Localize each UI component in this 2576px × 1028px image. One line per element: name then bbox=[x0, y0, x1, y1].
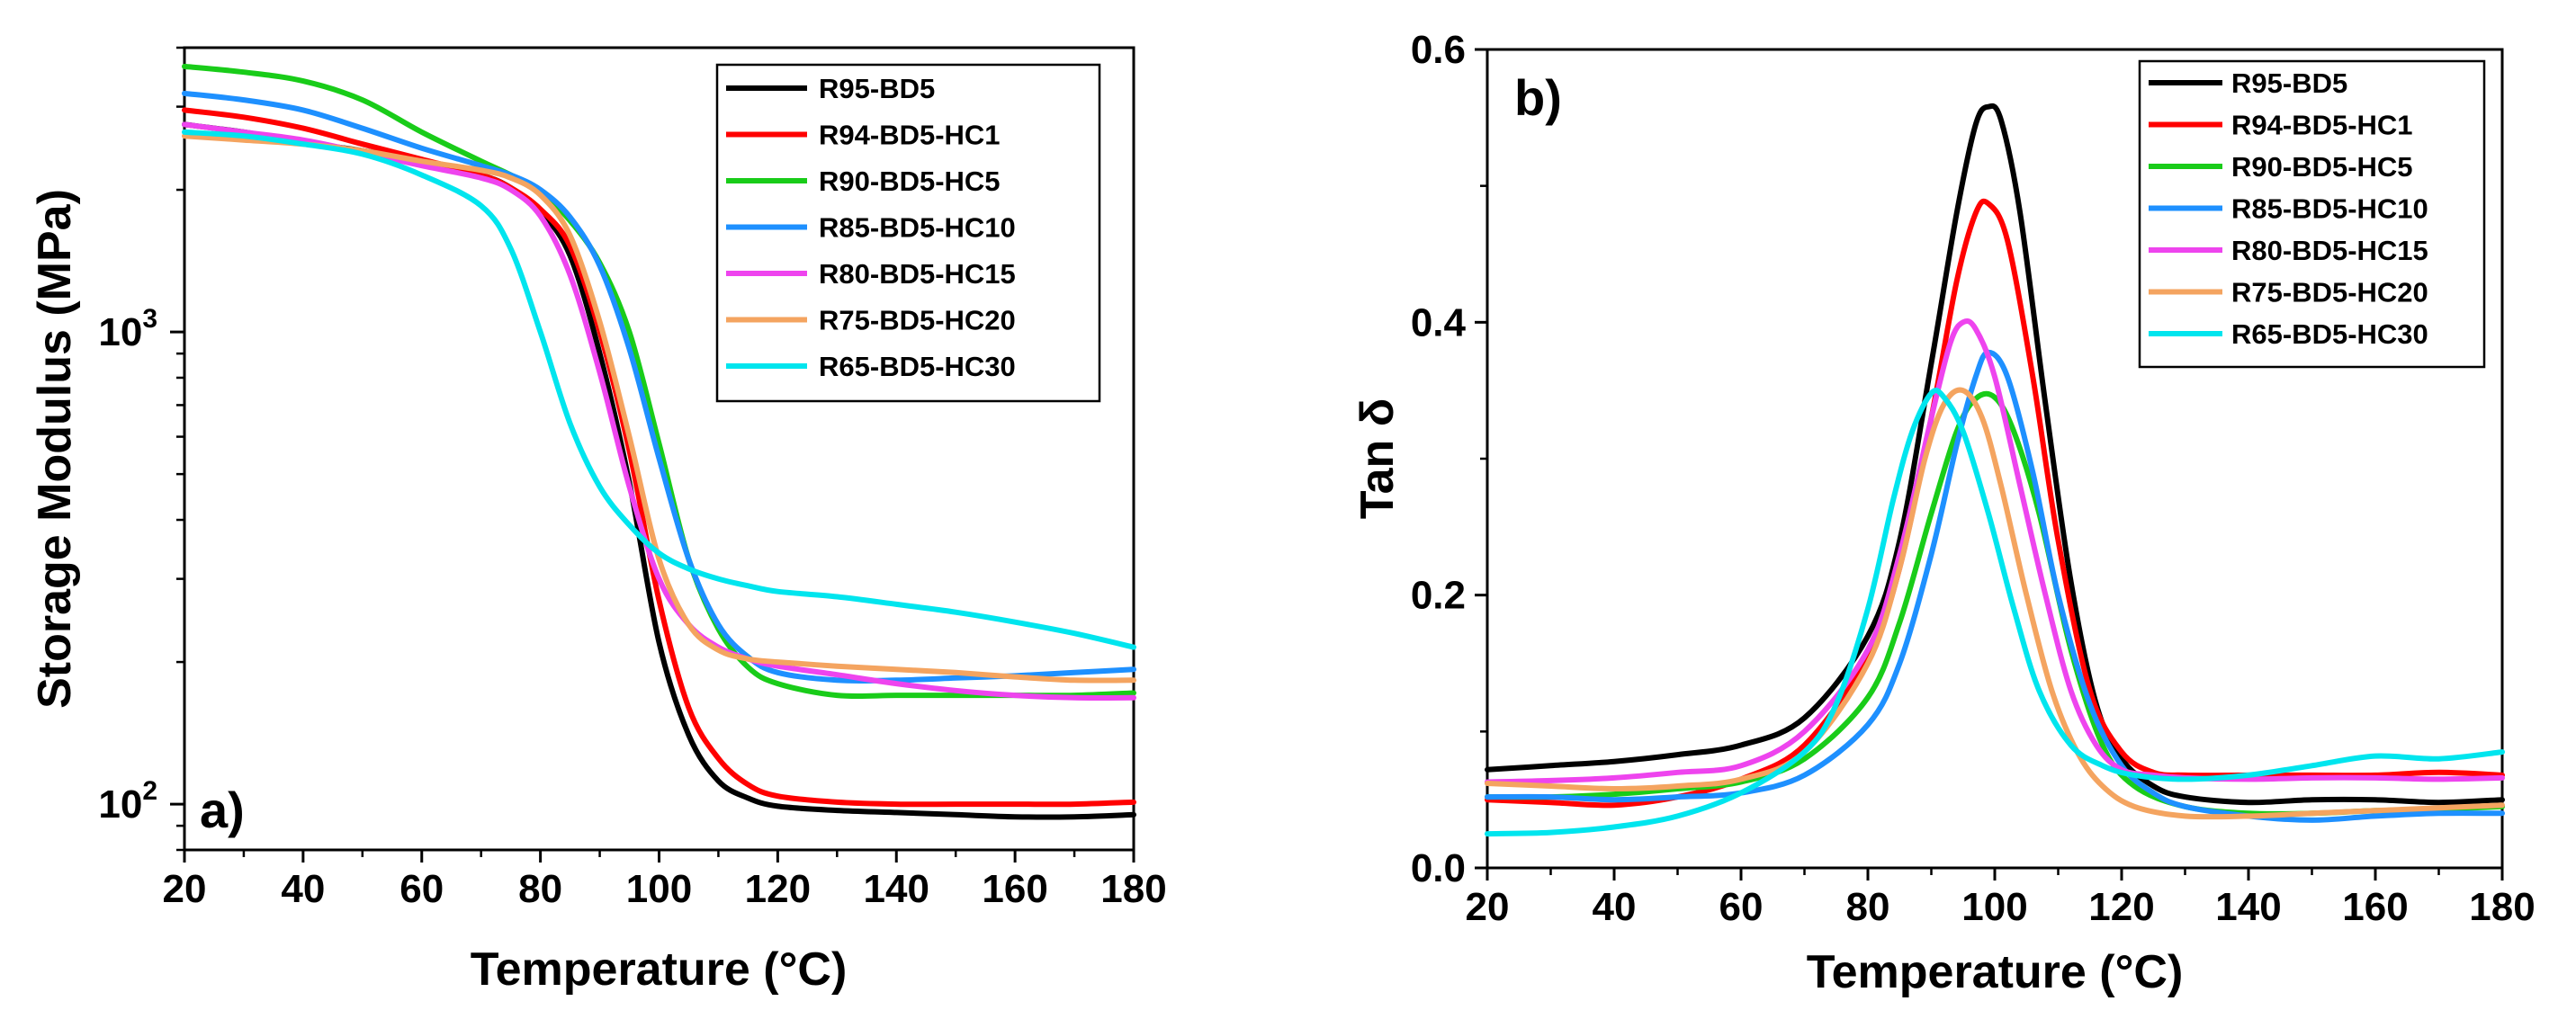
panel-a-series-r80-bd5-hc15 bbox=[182, 121, 1136, 702]
panel-a-x-ticks: 20 40 60 80 100 120 140 160 180 bbox=[163, 850, 1167, 911]
panel-b-series-lines bbox=[1485, 103, 2505, 837]
panel-a-series-r65-bd5-hc30 bbox=[182, 129, 1136, 650]
panel-b-x-tick-label: 180 bbox=[2469, 885, 2535, 929]
panel-a-x-tick-label: 100 bbox=[626, 867, 692, 911]
panel-a-series-r85-bd5-hc10 bbox=[182, 90, 1136, 684]
panel-b-tan-delta: 20 40 60 80 100 120 140 160 180 0.00.20.40.6 b) … bbox=[1351, 28, 2536, 998]
panel-b-label: b) bbox=[1514, 69, 1562, 126]
panel-b-legend-label-r65-bd5-hc30: R65-BD5-HC30 bbox=[2231, 318, 2428, 350]
panel-b-x-tick-label: 120 bbox=[2088, 885, 2154, 929]
panel-b-x-tick-label: 100 bbox=[1961, 885, 2027, 929]
panel-b-y-ticks: 0.0 0.2 0.4 0.6 bbox=[1411, 28, 1487, 890]
panel-a-series-r90-bd5-hc5 bbox=[182, 63, 1136, 700]
panel-b-legend-label-r85-bd5-hc10: R85-BD5-HC10 bbox=[2231, 193, 2428, 225]
panel-a-x-tick-label: 140 bbox=[864, 867, 929, 911]
panel-a-series-lines bbox=[182, 63, 1136, 820]
panel-b-x-ticks: 20 40 60 80 100 120 140 160 180 bbox=[1466, 868, 2536, 929]
panel-a-label: a) bbox=[200, 782, 245, 838]
panel-b-legend-label-r80-bd5-hc15: R80-BD5-HC15 bbox=[2231, 235, 2428, 266]
panel-a-series-r75-bd5-hc20 bbox=[182, 133, 1136, 684]
panel-a-y-axis-title: Storage Modulus (MPa) bbox=[29, 189, 81, 709]
panel-a-x-tick-label: 80 bbox=[518, 867, 562, 911]
panel-b-y-tick-label: 0.0 bbox=[1411, 846, 1466, 890]
panel-b-x-axis-title: Temperature (°C) bbox=[1807, 946, 2184, 998]
panel-a-y-ticks: 102 103 bbox=[98, 46, 184, 852]
panel-b-series-r65-bd5-hc30 bbox=[1485, 388, 2505, 837]
panel-b-x-tick-label: 60 bbox=[1719, 885, 1764, 929]
panel-a-x-tick-label: 180 bbox=[1100, 867, 1166, 911]
panel-b-x-tick-label: 160 bbox=[2342, 885, 2408, 929]
panel-b-x-tick-label: 140 bbox=[2215, 885, 2281, 929]
panel-a-storage-modulus: 20 40 60 80 100 120 140 160 180 102 103 a) Temper… bbox=[29, 46, 1167, 996]
panel-b-series-r80-bd5-hc15 bbox=[1485, 317, 2505, 785]
panel-a-legend-label-r90-bd5-hc5: R90-BD5-HC5 bbox=[819, 165, 1001, 197]
panel-b-series-r75-bd5-hc20 bbox=[1485, 387, 2505, 820]
panel-b-y-axis-title: Tan δ bbox=[1351, 398, 1404, 520]
panel-b-series-r85-bd5-hc10 bbox=[1485, 349, 2505, 823]
panel-b-y-tick-label: 0.4 bbox=[1411, 300, 1467, 344]
panel-b-legend-label-r90-bd5-hc5: R90-BD5-HC5 bbox=[2231, 151, 2413, 183]
panel-a-x-tick-label: 20 bbox=[163, 867, 207, 911]
panel-a-y-tick-label: 103 bbox=[98, 304, 157, 354]
panel-b-x-tick-label: 40 bbox=[1593, 885, 1637, 929]
panel-a-legend-label-r95-bd5: R95-BD5 bbox=[819, 73, 935, 104]
panel-a-legend-label-r65-bd5-hc30: R65-BD5-HC30 bbox=[819, 351, 1016, 382]
panel-b-x-tick-label: 80 bbox=[1846, 885, 1890, 929]
panel-a-legend: R95-BD5 R94-BD5-HC1 R90-BD5-HC5 R85-BD5-HC1… bbox=[715, 63, 1101, 403]
panel-b-legend: R95-BD5 R94-BD5-HC1 R90-BD5-HC5 R85-BD5-HC1… bbox=[2138, 59, 2486, 369]
panel-b-y-tick-label: 0.2 bbox=[1411, 574, 1466, 618]
panel-a-y-tick-label: 102 bbox=[98, 776, 157, 827]
panel-b-legend-label-r95-bd5: R95-BD5 bbox=[2231, 67, 2347, 99]
panel-a-legend-box bbox=[715, 63, 1101, 403]
panel-a-legend-label-r80-bd5-hc15: R80-BD5-HC15 bbox=[819, 258, 1016, 290]
panel-a-x-tick-label: 40 bbox=[281, 867, 325, 911]
panel-b-legend-box bbox=[2138, 59, 2486, 369]
panel-b-legend-label-r75-bd5-hc20: R75-BD5-HC20 bbox=[2231, 277, 2428, 308]
panel-a-legend-label-r75-bd5-hc20: R75-BD5-HC20 bbox=[819, 305, 1016, 336]
panel-a-x-tick-label: 60 bbox=[399, 867, 444, 911]
panel-b-x-tick-label: 20 bbox=[1466, 885, 1510, 929]
panel-b-series-r95-bd5 bbox=[1485, 103, 2505, 806]
panel-a-legend-label-r94-bd5-hc1: R94-BD5-HC1 bbox=[819, 120, 1001, 151]
panel-a-series-r94-bd5-hc1 bbox=[182, 107, 1136, 808]
panel-a-x-tick-label: 160 bbox=[982, 867, 1047, 911]
panel-a-x-tick-label: 120 bbox=[745, 867, 811, 911]
panel-a-x-axis-title: Temperature (°C) bbox=[471, 943, 848, 996]
panel-a-legend-label-r85-bd5-hc10: R85-BD5-HC10 bbox=[819, 212, 1016, 244]
panel-b-legend-label-r94-bd5-hc1: R94-BD5-HC1 bbox=[2231, 110, 2413, 141]
panel-b-y-tick-label: 0.6 bbox=[1411, 28, 1466, 72]
